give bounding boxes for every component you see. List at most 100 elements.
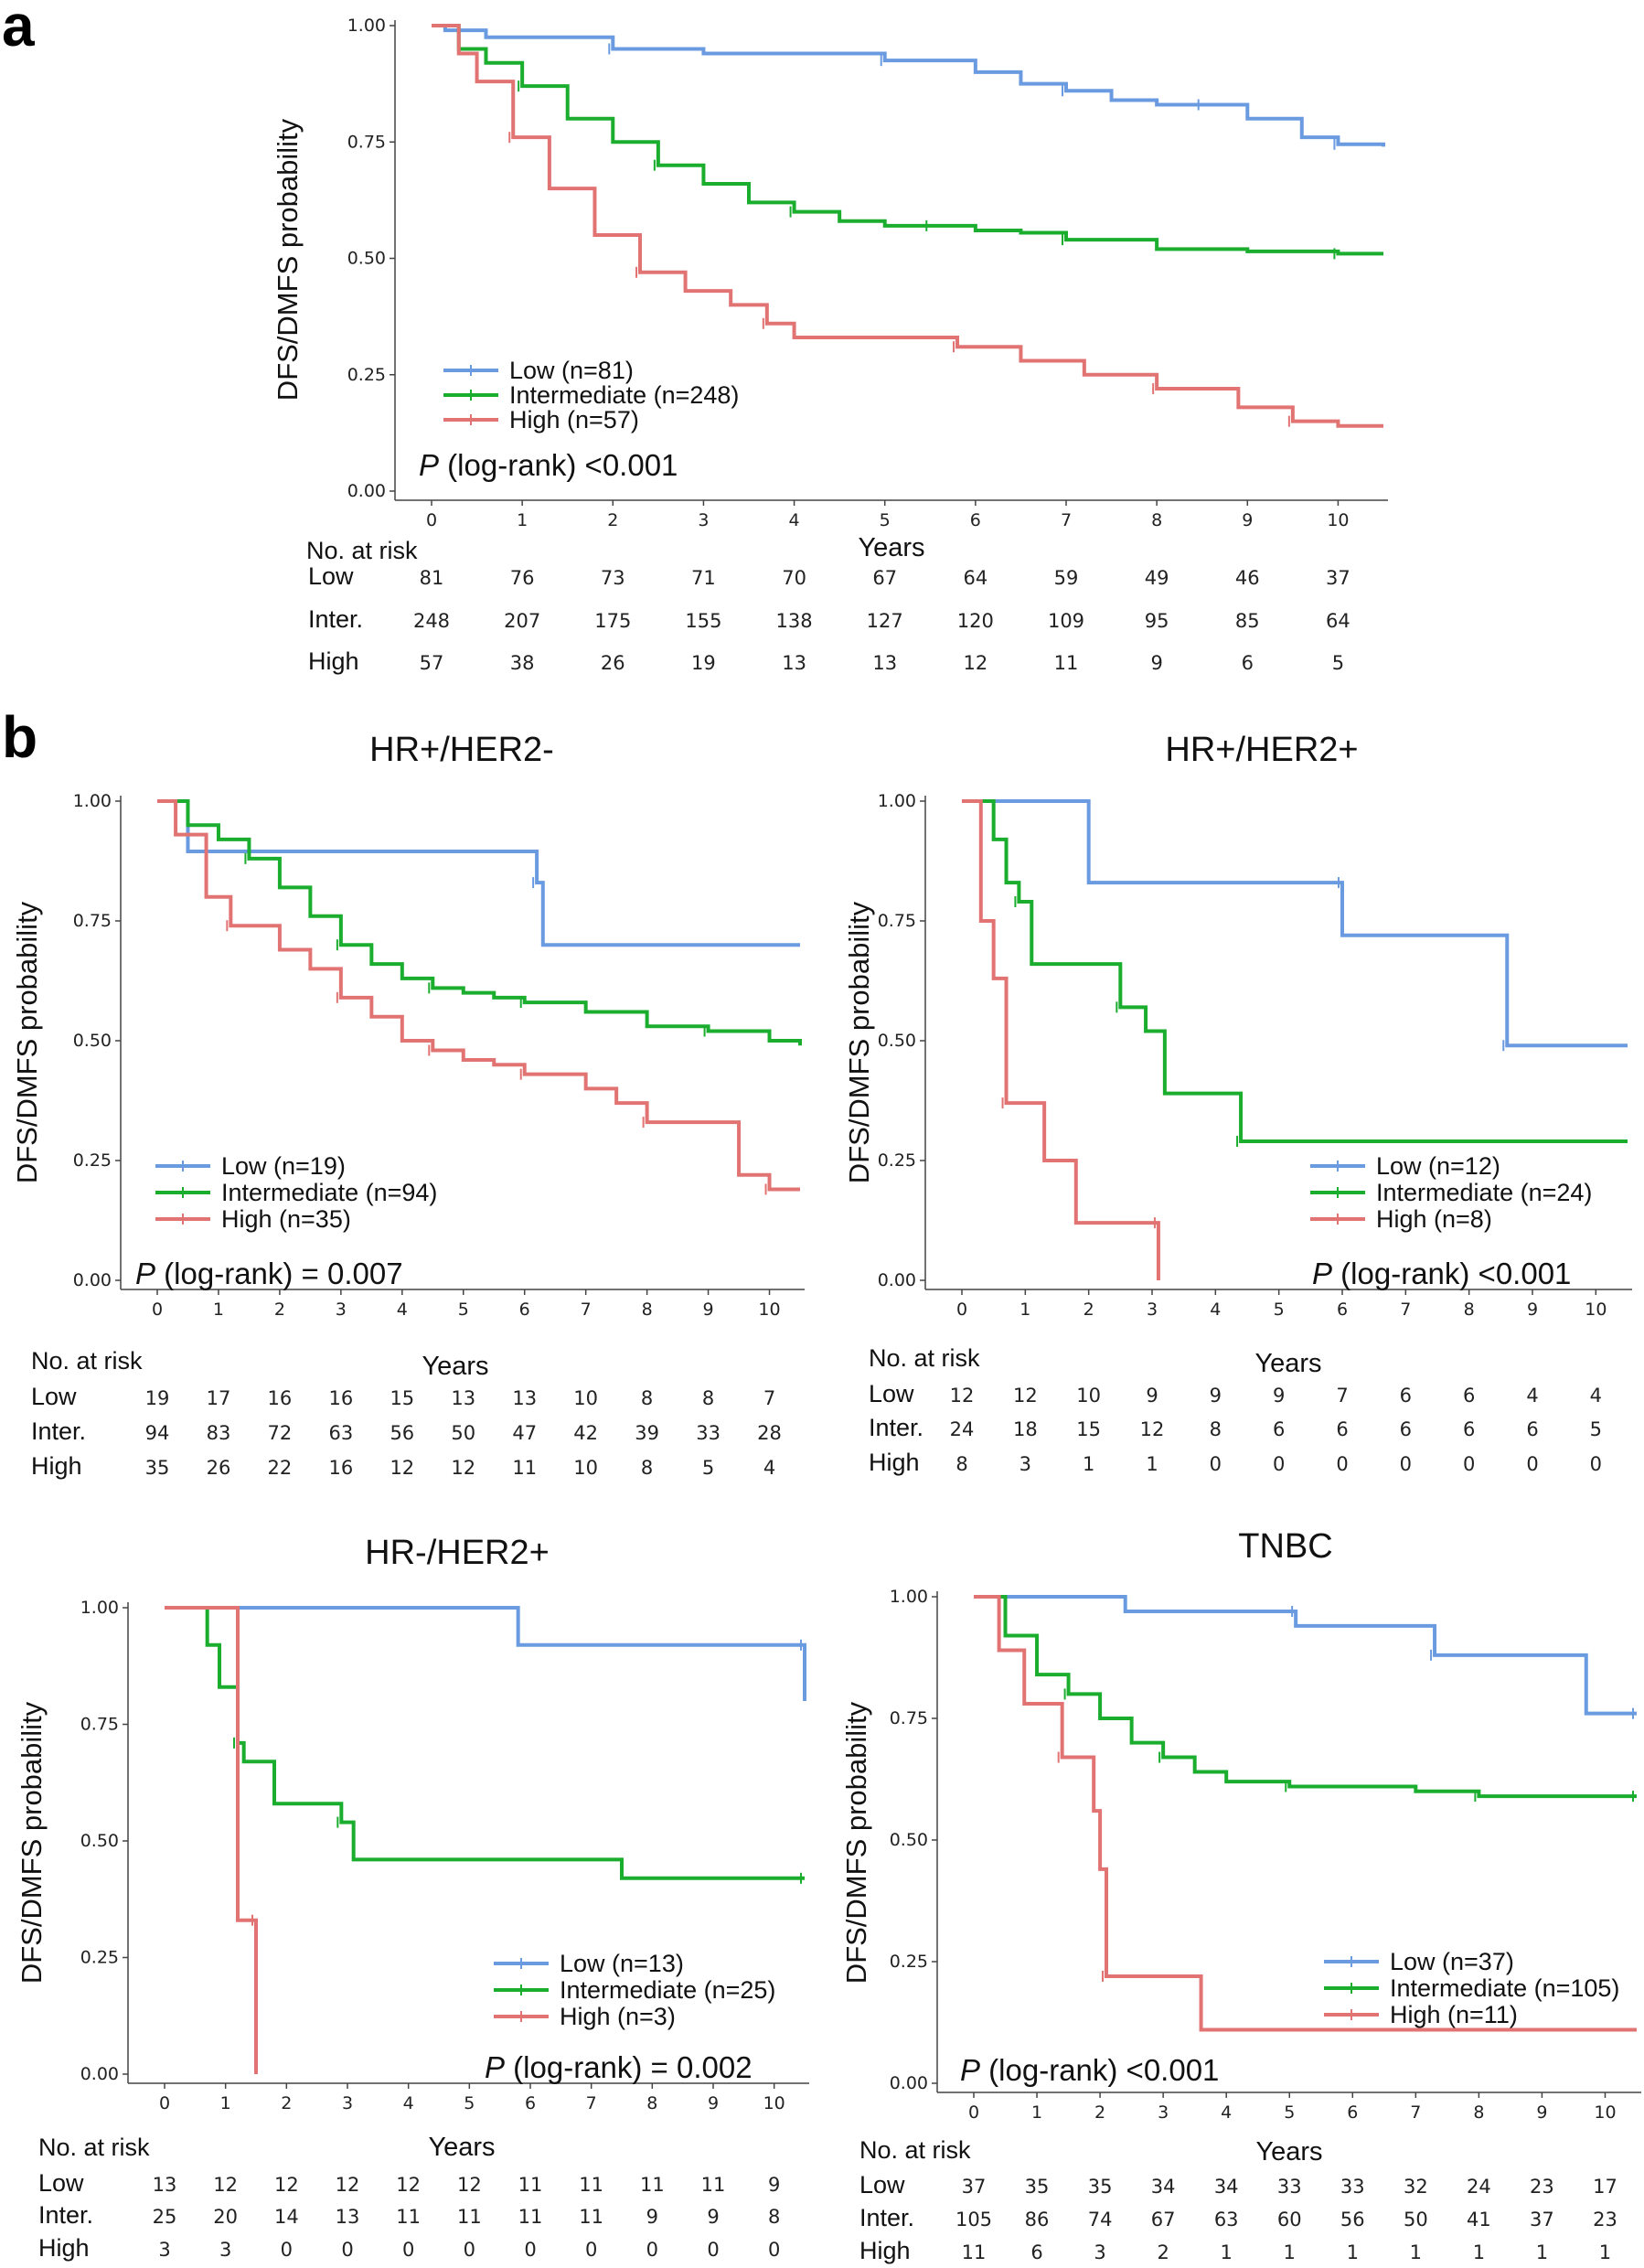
risk-value: 33: [1340, 2176, 1365, 2198]
x-tick-label: 3: [698, 510, 709, 530]
risk-value: 0: [524, 2239, 536, 2261]
p-value-symbol: P: [419, 448, 439, 482]
risk-row-label: High: [859, 2237, 911, 2264]
risk-value: 37: [1530, 2209, 1554, 2231]
km-curve-low: [157, 799, 800, 947]
x-tick-label: 4: [397, 1300, 408, 1320]
risk-value: 7: [763, 1387, 775, 1409]
y-tick-label: 0.50: [878, 1031, 916, 1051]
chart-title: TNBC: [1238, 1527, 1332, 1566]
x-tick-label: 5: [458, 1300, 469, 1320]
risk-value: 12: [1013, 1385, 1038, 1407]
risk-value: 6: [1273, 1418, 1285, 1440]
x-tick-label: 9: [1536, 2102, 1547, 2123]
risk-row-label: Inter.: [869, 1414, 923, 1441]
chart-hrneg_her2pos: 0.000.250.500.751.000 1 2 3 4 5 6 7 8 9 10DFS/DMFS…: [16, 1534, 809, 2262]
p-value-text: (log-rank) = 0.007: [155, 1257, 403, 1290]
legend-label: High (n=3): [560, 2003, 676, 2030]
risk-value: 0: [585, 2239, 597, 2261]
x-tick-label: 3: [1147, 1300, 1158, 1320]
risk-value: 38: [510, 652, 535, 674]
x-tick-label: 8: [646, 2093, 657, 2113]
panel-label-b: b: [2, 704, 37, 770]
y-tick-label: 1.00: [347, 16, 386, 36]
y-tick-label: 0.50: [80, 1831, 119, 1851]
x-tick-label: 9: [703, 1300, 714, 1320]
p-value-symbol: P: [960, 2053, 980, 2087]
risk-value: 105: [955, 2209, 992, 2231]
km-curve-high: [962, 799, 1160, 1280]
x-tick-label: 8: [1464, 1300, 1475, 1320]
y-tick-label: 0.00: [73, 1270, 112, 1290]
p-value-text: (log-rank) <0.001: [439, 448, 678, 482]
risk-value: 1: [1347, 2241, 1359, 2263]
km-curve-intermediate: [165, 1606, 805, 1880]
p-value: P (log-rank) <0.001: [1312, 1257, 1571, 1290]
risk-value: 76: [510, 567, 535, 589]
x-tick-label: 7: [1410, 2102, 1421, 2123]
risk-value: 35: [1088, 2176, 1113, 2198]
x-tick-label: 4: [403, 2093, 414, 2113]
y-tick-label: 0.75: [80, 1715, 119, 1735]
p-value: P (log-rank) = 0.007: [135, 1257, 403, 1290]
risk-value: 175: [594, 610, 631, 632]
legend-label: Intermediate (n=94): [221, 1179, 437, 1206]
y-tick-label: 0.00: [347, 481, 386, 501]
x-tick-label: 5: [880, 510, 891, 530]
y-tick-label: 0.25: [73, 1150, 112, 1171]
risk-value: 73: [601, 567, 625, 589]
legend-label: Low (n=12): [1376, 1152, 1500, 1180]
y-tick-label: 0.75: [890, 1708, 928, 1728]
risk-value: 0: [281, 2239, 293, 2261]
risk-table-header: No. at risk: [306, 537, 418, 564]
risk-value: 6: [1400, 1385, 1412, 1407]
risk-value: 11: [512, 1457, 537, 1479]
risk-value: 39: [635, 1422, 659, 1444]
p-value: P (log-rank) = 0.002: [485, 2050, 753, 2084]
risk-value: 86: [1025, 2209, 1050, 2231]
x-tick-label: 10: [758, 1300, 780, 1320]
risk-value: 138: [776, 610, 813, 632]
risk-value: 13: [512, 1387, 537, 1409]
risk-value: 6: [1030, 2241, 1042, 2263]
x-tick-label: 7: [581, 1300, 592, 1320]
risk-value: 5: [1332, 652, 1344, 674]
risk-value: 67: [1151, 2209, 1176, 2231]
risk-value: 11: [579, 2174, 603, 2196]
y-tick-label: 0.50: [890, 1830, 928, 1850]
risk-value: 26: [601, 652, 625, 674]
risk-row-label: High: [31, 1452, 82, 1480]
risk-value: 67: [872, 567, 897, 589]
km-curve-high: [432, 24, 1383, 428]
risk-value: 13: [336, 2206, 360, 2228]
risk-value: 24: [1467, 2176, 1491, 2198]
risk-value: 56: [1340, 2209, 1365, 2231]
risk-value: 10: [1076, 1385, 1101, 1407]
chart-all: 0.000.250.500.751.000 1 2 3 4 5 6 7 8 9 10DFS/DMFS…: [272, 16, 1388, 675]
km-curve-intermediate: [962, 799, 1628, 1144]
x-tick-label: 3: [342, 2093, 353, 2113]
risk-value: 37: [1326, 567, 1350, 589]
x-tick-label: 2: [281, 2093, 292, 2113]
risk-value: 12: [390, 1457, 414, 1479]
risk-value: 13: [153, 2174, 177, 2196]
risk-row-label: Inter.: [308, 605, 363, 633]
risk-value: 20: [213, 2206, 238, 2228]
p-value-text: (log-rank) <0.001: [1332, 1257, 1571, 1290]
risk-value: 95: [1145, 610, 1169, 632]
risk-row-label: Low: [859, 2171, 905, 2198]
x-tick-label: 8: [1151, 510, 1162, 530]
km-curve-low: [165, 1606, 806, 1701]
x-tick-label: 0: [968, 2102, 979, 2123]
panel-label-a: a: [2, 0, 35, 59]
risk-value: 72: [268, 1422, 293, 1444]
risk-value: 6: [1242, 652, 1254, 674]
risk-value: 16: [328, 1457, 353, 1479]
risk-value: 35: [1025, 2176, 1050, 2198]
risk-value: 0: [464, 2239, 475, 2261]
x-tick-label: 5: [464, 2093, 475, 2113]
risk-value: 50: [1404, 2209, 1428, 2231]
legend-label: Low (n=13): [560, 1950, 684, 1977]
p-value-symbol: P: [135, 1257, 155, 1290]
risk-value: 16: [268, 1387, 293, 1409]
